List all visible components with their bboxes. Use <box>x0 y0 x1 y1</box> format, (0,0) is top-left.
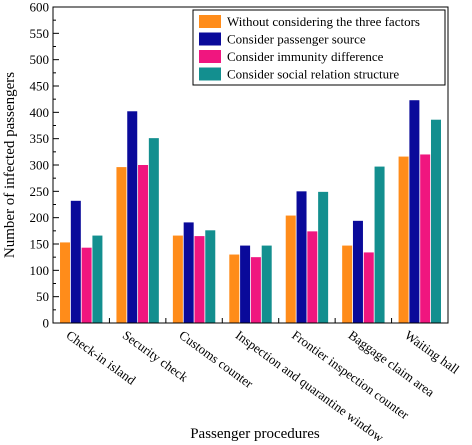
bar <box>92 235 103 323</box>
bar <box>60 242 71 323</box>
y-tick-label: 0 <box>43 316 50 331</box>
bar <box>70 200 81 323</box>
y-tick-label: 100 <box>30 263 50 278</box>
y-axis-label: Number of infected passengers <box>2 72 18 258</box>
y-tick-label: 400 <box>30 105 50 120</box>
bar <box>138 165 149 323</box>
bar <box>240 245 251 323</box>
legend-box <box>192 9 446 86</box>
bar <box>374 166 385 323</box>
bar <box>183 222 194 323</box>
bar <box>398 156 409 323</box>
y-axis-ticks: 0 50 100 150 200 250 300 350 400 450 500 550 600 <box>30 0 59 331</box>
legend-label: Consider social relation structure <box>227 67 399 82</box>
bar <box>430 119 441 323</box>
bar <box>285 215 296 323</box>
legend-label: Consider immunity difference <box>227 49 384 64</box>
y-tick-label: 500 <box>30 52 50 67</box>
y-tick-label: 350 <box>30 131 50 146</box>
bar <box>172 235 183 323</box>
bar <box>127 111 138 323</box>
y-tick-label: 450 <box>30 79 50 94</box>
bar <box>261 245 272 323</box>
legend: Without considering the three factors Con… <box>192 9 446 86</box>
bar <box>409 100 420 323</box>
plot-frame <box>52 6 449 324</box>
bar <box>420 154 431 323</box>
bar <box>307 231 318 323</box>
bar <box>342 245 353 323</box>
y-tick-label: 300 <box>30 158 50 173</box>
y-tick-label: 550 <box>30 26 50 41</box>
bar <box>81 247 92 323</box>
bar <box>116 167 127 323</box>
y-tick-label: 250 <box>30 184 50 199</box>
bar <box>229 254 240 323</box>
bar <box>318 191 329 323</box>
y-tick-label: 600 <box>30 0 50 15</box>
bar <box>352 220 363 323</box>
bar <box>194 236 205 323</box>
bar <box>148 138 159 323</box>
y-tick-label: 50 <box>36 289 49 304</box>
legend-label: Consider passenger source <box>227 32 366 47</box>
legend-swatch <box>199 67 221 81</box>
x-axis-label: Passenger procedures <box>190 426 320 442</box>
bar <box>205 230 216 323</box>
bar <box>296 191 307 323</box>
legend-swatch <box>199 50 221 63</box>
bar <box>250 257 261 323</box>
y-tick-label: 150 <box>30 237 50 252</box>
legend-swatch <box>199 32 221 46</box>
bars <box>60 100 441 323</box>
y-tick-label: 200 <box>30 210 50 225</box>
legend-label: Without considering the three factors <box>227 14 420 29</box>
bar <box>363 252 374 323</box>
legend-swatch <box>199 15 221 28</box>
